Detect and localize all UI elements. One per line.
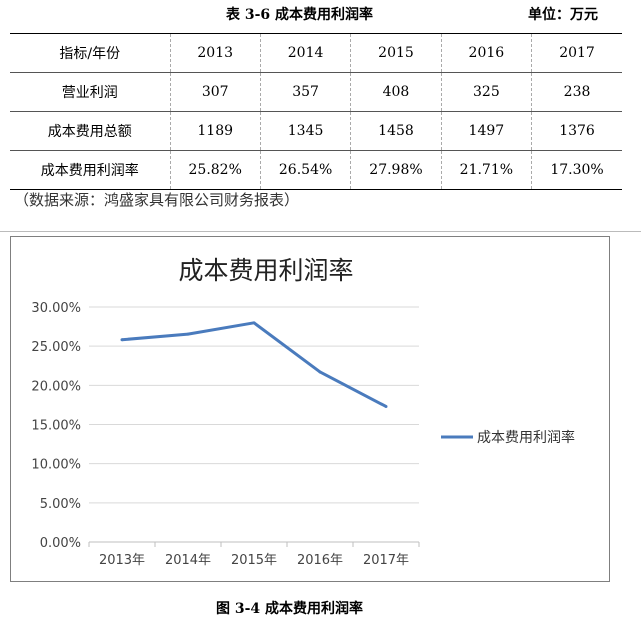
table-cell: 1497 <box>440 111 533 151</box>
line-chart: 成本费用利润率 0.00% 5.00% 10.00% 15.00% 20.00% 25.00… <box>31 256 575 568</box>
table-header-row: 指标/年份 2013 2014 2015 2016 2017 <box>10 33 622 73</box>
row-label: 营业利润 <box>10 72 171 112</box>
table-cell: 238 <box>531 72 622 112</box>
series-line <box>121 321 387 408</box>
row-label: 成本费用总额 <box>10 111 171 151</box>
y-tick-label: 5.00% <box>40 497 81 512</box>
data-point <box>186 332 190 336</box>
table-cell: 1376 <box>531 111 622 151</box>
data-table: 指标/年份 2013 2014 2015 2016 2017 营业利润 307 … <box>10 33 622 190</box>
header-cell: 2017 <box>531 33 622 73</box>
header-cell: 2016 <box>440 33 533 73</box>
table-cell: 357 <box>259 72 352 112</box>
header-cell: 2014 <box>259 33 352 73</box>
x-tick-label: 2015年 <box>231 553 277 568</box>
unit-label: 单位：万元 <box>528 7 598 23</box>
header-cell: 2015 <box>350 33 442 73</box>
table-cell: 26.54% <box>259 150 352 190</box>
source-note: （数据来源：鸿盛家具有限公司财务报表） <box>14 191 300 209</box>
data-point <box>384 404 388 408</box>
table-row: 成本费用利润率 25.82% 26.54% 27.98% 21.71% 17.3… <box>10 150 622 190</box>
table-cell: 25.82% <box>169 150 261 190</box>
table-cell: 1345 <box>259 111 352 151</box>
data-point <box>120 338 124 342</box>
data-point <box>252 321 256 325</box>
table-cell: 21.71% <box>440 150 533 190</box>
x-tick-label: 2016年 <box>297 553 343 568</box>
table-row: 营业利润 307 357 408 325 238 <box>10 72 622 112</box>
table-cell: 17.30% <box>531 150 622 190</box>
legend-label: 成本费用利润率 <box>477 429 575 446</box>
table-cell: 408 <box>350 72 442 112</box>
table-cell: 27.98% <box>350 150 442 190</box>
y-tick-label: 0.00% <box>40 536 81 551</box>
header-cell: 2013 <box>169 33 261 73</box>
table-cell: 307 <box>169 72 261 112</box>
page-divider <box>0 231 641 232</box>
y-tick-label: 20.00% <box>31 379 81 394</box>
y-tick-label: 10.00% <box>31 458 81 473</box>
chart-title: 成本费用利润率 <box>178 256 353 285</box>
x-tick-label: 2017年 <box>363 553 409 568</box>
y-tick-label: 30.00% <box>31 301 81 316</box>
data-point <box>318 370 322 374</box>
table-cell: 325 <box>440 72 533 112</box>
y-tick-label: 15.00% <box>31 419 81 434</box>
x-tick-label: 2014年 <box>165 553 211 568</box>
y-tick-label: 25.00% <box>31 340 81 355</box>
row-label: 成本费用利润率 <box>10 150 171 190</box>
chart-frame: 成本费用利润率 0.00% 5.00% 10.00% 15.00% 20.00% 25.00… <box>10 236 610 582</box>
figure-caption: 图 3-4 成本费用利润率 <box>216 601 364 617</box>
table-cell: 1458 <box>350 111 442 151</box>
x-tick-label: 2013年 <box>99 553 145 568</box>
table-row: 成本费用总额 1189 1345 1458 1497 1376 <box>10 111 622 151</box>
table-cell: 1189 <box>169 111 261 151</box>
table-title: 表 3-6 成本费用利润率 <box>226 7 374 23</box>
header-cell: 指标/年份 <box>10 33 171 73</box>
